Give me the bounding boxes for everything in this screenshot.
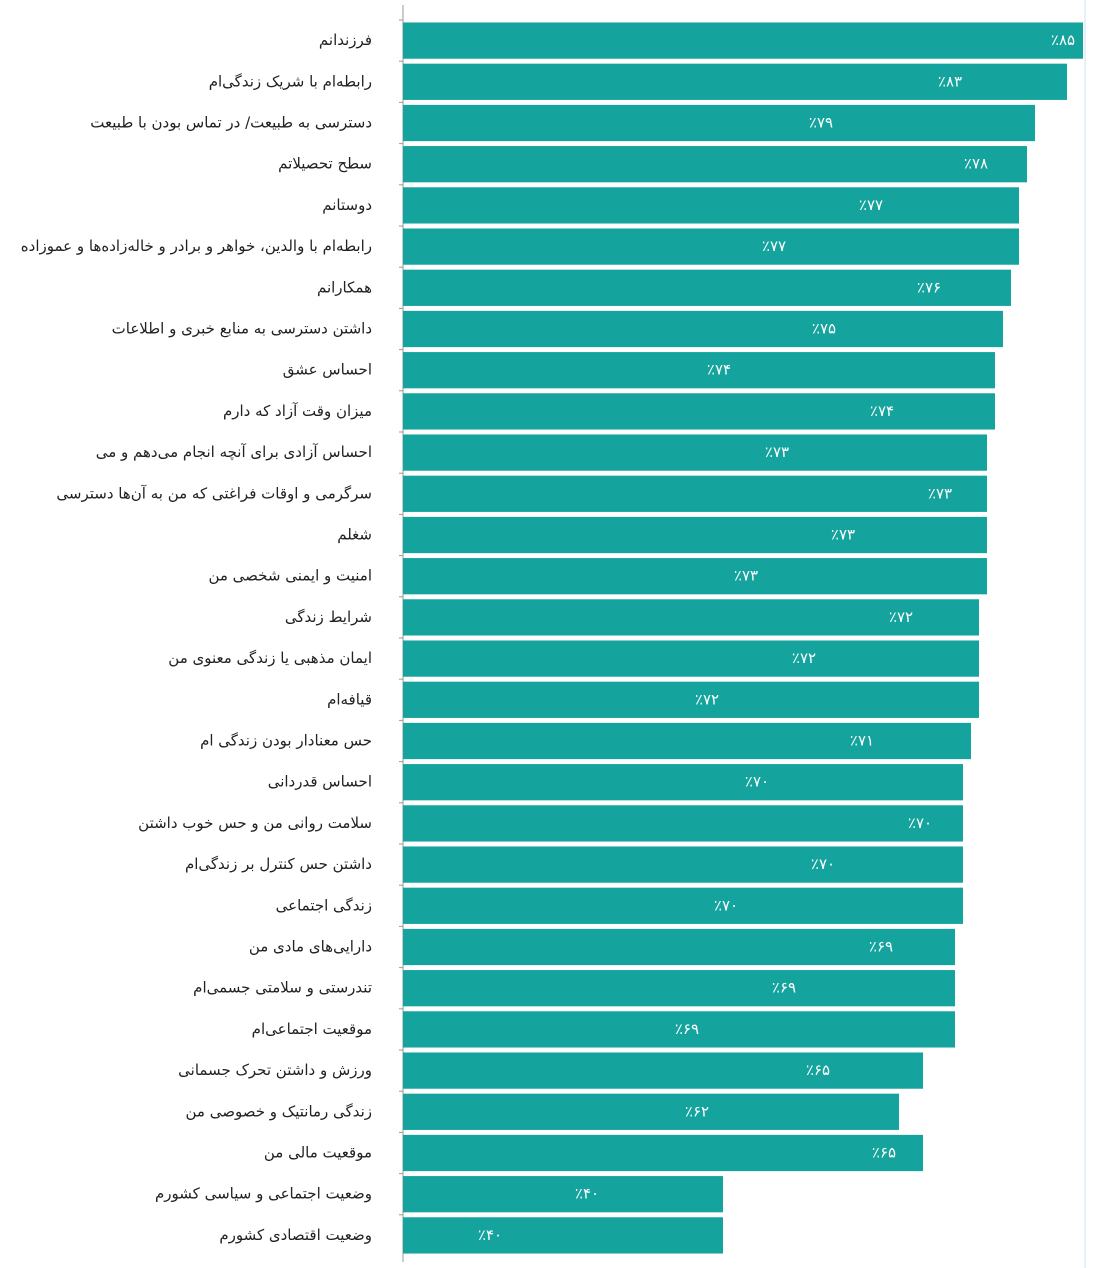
- bar: [403, 722, 971, 760]
- category-label: حس معنادار بودن زندگی ام: [200, 732, 372, 750]
- category-label: رابطه‌ام با شریک زندگی‌ام: [209, 72, 372, 90]
- category-label: احساس عشق: [283, 361, 372, 379]
- bar: [403, 1093, 899, 1130]
- category-label: داشتن حس کنترل بر زندگی‌ام: [185, 855, 372, 873]
- value-label: ٪۷۶: [917, 278, 941, 296]
- bar: [403, 1134, 923, 1172]
- bar: [403, 269, 1011, 306]
- value-label: ٪۶۲: [685, 1102, 709, 1120]
- value-label: ٪۷۸: [964, 155, 988, 173]
- category-label: دارایی‌های مادی من: [249, 938, 372, 956]
- category-label: سرگرمی و اوقات فراغتی که من به آن‌ها دست…: [56, 484, 372, 502]
- bar: [403, 228, 1019, 265]
- value-label: ٪۷۰: [745, 773, 769, 791]
- bar: [403, 846, 963, 883]
- bar: [403, 104, 1035, 142]
- bar: [403, 475, 987, 512]
- category-label: دسترسی به طبیعت/ در تماس بودن با طبیعت: [90, 114, 372, 132]
- bar: [403, 681, 979, 718]
- value-label: ٪۷۲: [792, 649, 816, 667]
- value-label: ٪۷۷: [762, 237, 786, 255]
- category-label: امنیت و ایمنی شخصی من: [208, 567, 372, 585]
- value-label: ٪۷۱: [850, 732, 874, 750]
- category-label: وضعیت اجتماعی و سیاسی کشورم: [155, 1185, 372, 1203]
- category-label: سلامت روانی من و حس خوب داشتن: [138, 814, 372, 832]
- bar: [403, 187, 1019, 224]
- value-label: ٪۷۳: [831, 526, 855, 544]
- bar: [403, 146, 1027, 183]
- category-label: رابطه‌ام با والدین، خواهر و برادر و خاله…: [21, 237, 372, 255]
- bar: [403, 1011, 955, 1048]
- category-label: داشتن دسترسی به منابع خبری و اطلاعات: [112, 320, 372, 338]
- value-label: ٪۶۵: [806, 1061, 830, 1079]
- category-label: شرایط زندگی: [285, 608, 372, 626]
- category-label: تندرستی و سلامتی جسمی‌ام: [193, 979, 372, 997]
- category-label: همکارانم: [317, 278, 372, 296]
- category-label: شغلم: [337, 526, 372, 544]
- category-label: میزان وقت آزاد که دارم: [223, 402, 372, 420]
- bar: [403, 805, 963, 842]
- value-label: ٪۷۳: [765, 443, 789, 461]
- value-label: ٪۷۴: [870, 402, 894, 420]
- bar: [403, 1176, 723, 1213]
- value-label: ٪۸۳: [938, 72, 962, 90]
- category-label: وضعیت اقتصادی کشورم: [219, 1226, 372, 1244]
- bar: [403, 1217, 723, 1254]
- category-label: فرزندانم: [319, 31, 372, 49]
- category-label: ورزش و داشتن تحرک جسمانی: [178, 1061, 372, 1079]
- value-label: ٪۷۰: [714, 896, 738, 914]
- bar: [403, 352, 995, 389]
- bar: [403, 599, 979, 636]
- value-label: ٪۶۹: [869, 938, 893, 956]
- bar: [403, 434, 987, 471]
- category-label: قیافه‌ام: [327, 690, 372, 708]
- value-label: ٪۶۵: [872, 1144, 896, 1162]
- value-label: ٪۷۴: [707, 361, 731, 379]
- bar: [403, 393, 995, 430]
- category-label: احساس آزادی برای آنچه انجام می‌دهم و می: [96, 443, 372, 461]
- value-label: ٪۶۹: [772, 979, 796, 997]
- value-label: ٪۷۰: [811, 855, 835, 873]
- bar: [403, 63, 1067, 100]
- category-label: موقعیت مالی من: [264, 1144, 372, 1162]
- bar: [403, 516, 987, 554]
- value-label: ٪۶۹: [675, 1020, 699, 1038]
- category-label: ایمان مذهبی یا زندگی معنوی من: [168, 649, 372, 667]
- value-label: ٪۷۳: [734, 567, 758, 585]
- value-label: ٪۷۲: [889, 608, 913, 626]
- value-label: ٪۴۰: [478, 1226, 502, 1244]
- bar: [403, 558, 987, 595]
- value-label: ٪۷۳: [928, 484, 952, 502]
- category-label: احساس قدردانی: [268, 773, 372, 791]
- value-label: ٪۴۰: [575, 1185, 599, 1203]
- category-label: زندگی رمانتیک و خصوصی من: [186, 1102, 372, 1120]
- category-label: موقعیت اجتماعی‌ام: [252, 1020, 372, 1038]
- value-label: ٪۷۵: [812, 320, 836, 338]
- bar: [403, 970, 955, 1007]
- value-label: ٪۸۵: [1051, 31, 1075, 49]
- value-label: ٪۷۲: [695, 690, 719, 708]
- bar: [403, 1052, 923, 1089]
- category-label: دوستانم: [322, 196, 372, 214]
- value-label: ٪۷۷: [859, 196, 883, 214]
- bar: [403, 22, 1083, 59]
- category-label: سطح تحصیلاتم: [278, 155, 372, 173]
- bar: [403, 764, 963, 801]
- value-label: ٪۷۹: [809, 114, 833, 132]
- bar: [403, 310, 1003, 348]
- bar: [403, 887, 963, 924]
- category-label: زندگی اجتماعی: [276, 896, 372, 914]
- bar: [403, 928, 955, 966]
- bar: [403, 640, 979, 677]
- value-label: ٪۷۰: [908, 814, 932, 832]
